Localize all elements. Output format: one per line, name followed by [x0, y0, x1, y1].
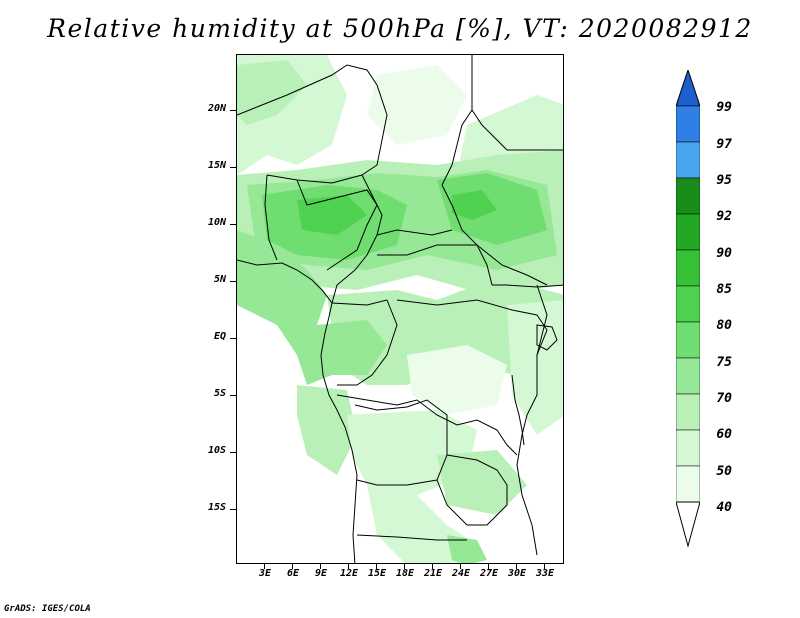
- colorbar-label-99: 99: [716, 100, 732, 115]
- lat-tick: [230, 224, 236, 225]
- border-angola: [354, 399, 448, 486]
- lat-tick: [230, 338, 236, 339]
- lake-victoria: [536, 324, 558, 351]
- colorbar: [676, 70, 700, 548]
- humidity-patch-east: [507, 300, 563, 435]
- border-car: [377, 244, 548, 286]
- lat-tick: [230, 110, 236, 111]
- lon-label-21e: 21E: [423, 568, 443, 579]
- border-congo: [337, 299, 548, 386]
- colorbar-label-75: 75: [716, 355, 732, 370]
- lat-label-eq: EQ: [213, 331, 226, 342]
- humidity-patch-congo-light: [407, 345, 507, 415]
- lon-tick: [348, 564, 349, 569]
- lon-tick: [264, 564, 265, 569]
- lon-tick: [292, 564, 293, 569]
- lat-tick: [230, 452, 236, 453]
- humidity-patch-zambia: [437, 450, 527, 515]
- humidity-patch-gulf: [237, 230, 337, 385]
- humidity-fill: [237, 55, 563, 563]
- colorbar-label-60: 60: [716, 427, 732, 442]
- border-cameroon: [331, 174, 388, 306]
- colorbar-segment-40-50: [676, 465, 700, 503]
- humidity-map: [237, 55, 563, 563]
- lon-tick: [320, 564, 321, 569]
- border-east: [516, 284, 548, 556]
- border-sahara-1: [237, 64, 388, 176]
- humidity-patch-south-strong: [447, 535, 487, 563]
- colorbar-segment-97-99: [676, 105, 700, 143]
- lat-label-10n: 10N: [207, 217, 226, 228]
- colorbar-label-40: 40: [716, 500, 732, 515]
- humidity-patch-congo-west: [327, 285, 563, 385]
- lat-label-10s: 10S: [207, 445, 226, 456]
- lon-tick: [376, 564, 377, 569]
- lon-label-24e: 24E: [451, 568, 471, 579]
- humidity-patch-north-central: [367, 65, 467, 145]
- colorbar-segment-95-97: [676, 141, 700, 179]
- humidity-core-small-2: [452, 190, 497, 220]
- colorbar-label-50: 50: [716, 464, 732, 479]
- country-borders: [237, 55, 563, 563]
- lon-label-3e: 3E: [258, 568, 272, 579]
- humidity-patch-gabon: [317, 320, 387, 375]
- border-namibia: [356, 534, 467, 541]
- lon-label-33e: 33E: [535, 568, 555, 579]
- colorbar-label-70: 70: [716, 391, 732, 406]
- map-panel: [236, 54, 564, 564]
- colorbar-label-85: 85: [716, 282, 732, 297]
- lon-tick: [432, 564, 433, 569]
- humidity-core-small-1: [297, 195, 367, 235]
- colorbar-segment-60-70: [676, 393, 700, 431]
- colorbar-label-90: 90: [716, 246, 732, 261]
- colorbar-label-95: 95: [716, 173, 732, 188]
- coastline-west-africa: [237, 259, 358, 563]
- colorbar-label-92: 92: [716, 209, 732, 224]
- lon-tick: [488, 564, 489, 569]
- lon-label-6e: 6E: [286, 568, 300, 579]
- lat-tick: [230, 509, 236, 510]
- lake-tanganyika: [511, 374, 525, 446]
- lat-label-20n: 20N: [207, 103, 226, 114]
- lon-label-9e: 9E: [314, 568, 328, 579]
- lon-label-12e: 12E: [339, 568, 359, 579]
- humidity-patch-angola-coast: [297, 385, 357, 475]
- colorbar-label-80: 80: [716, 318, 732, 333]
- border-sudan: [471, 109, 563, 288]
- lat-label-15s: 15S: [207, 502, 226, 513]
- lon-tick: [404, 564, 405, 569]
- border-zambia: [436, 454, 508, 526]
- colorbar-label-97: 97: [716, 137, 732, 152]
- lon-label-15e: 15E: [367, 568, 387, 579]
- colorbar-segment-70-75: [676, 357, 700, 395]
- lat-label-5n: 5N: [213, 274, 226, 285]
- lon-label-18e: 18E: [395, 568, 415, 579]
- colorbar-bottom-arrow: [676, 501, 700, 548]
- lon-tick: [516, 564, 517, 569]
- map-title: Relative humidity at 500hPa [%], VT: 202…: [47, 14, 753, 43]
- lon-tick: [544, 564, 545, 569]
- lon-label-27e: 27E: [479, 568, 499, 579]
- lat-tick: [230, 167, 236, 168]
- border-sahara-2: [441, 55, 473, 186]
- colorbar-segment-80-85: [676, 285, 700, 323]
- colorbar-segment-50-60: [676, 429, 700, 467]
- lat-tick: [230, 281, 236, 282]
- lat-tick: [230, 395, 236, 396]
- border-niger-nigeria: [266, 174, 363, 184]
- credit-text: GrADS: IGES/COLA: [4, 604, 91, 614]
- lon-label-30e: 30E: [507, 568, 527, 579]
- lat-label-5s: 5S: [213, 388, 226, 399]
- border-chad: [376, 184, 493, 286]
- lat-label-15n: 15N: [207, 160, 226, 171]
- humidity-patch-northwest-inner: [237, 60, 307, 125]
- lon-tick: [460, 564, 461, 569]
